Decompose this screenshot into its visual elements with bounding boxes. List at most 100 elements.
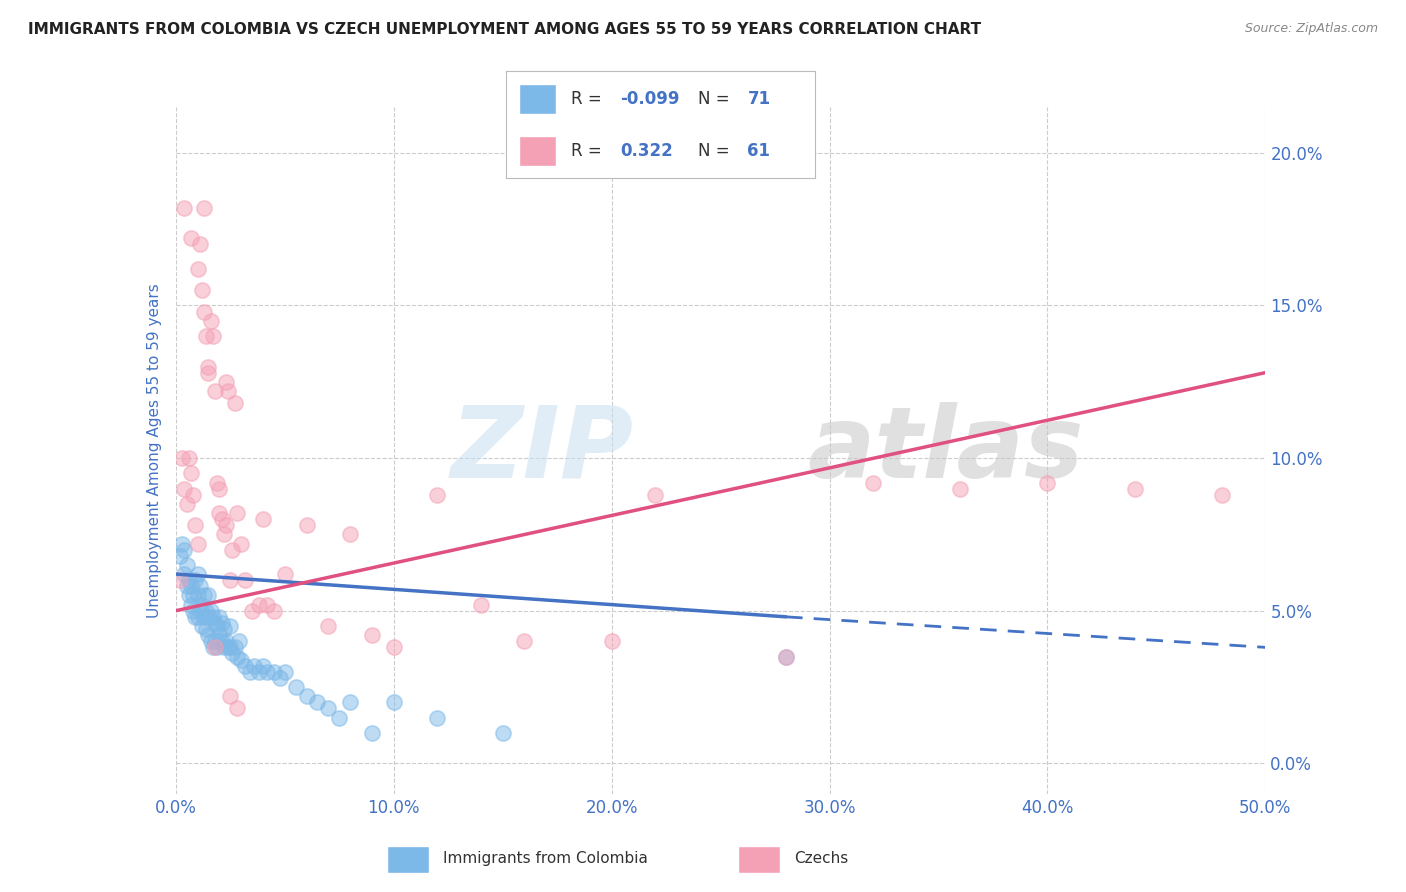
Point (215, 518, 238, 533)
Point (205, 619, 228, 633)
Point (360, 628, 382, 642)
Point (180, 598, 202, 612)
Text: IMMIGRANTS FROM COLOMBIA VS CZECH UNEMPLOYMENT AMONG AGES 55 TO 59 YEARS CORRELA: IMMIGRANTS FROM COLOMBIA VS CZECH UNEMPL… (28, 22, 981, 37)
Text: Immigrants from Colombia: Immigrants from Colombia (443, 851, 648, 866)
Point (176, 558, 198, 572)
Point (201, 329, 224, 343)
Point (775, 649, 797, 664)
Point (205, 640, 228, 655)
Point (204, 615, 226, 630)
Point (263, 604, 285, 618)
Point (284, 680, 307, 694)
Y-axis label: Unemployment Among Ages 55 to 59 years: Unemployment Among Ages 55 to 59 years (146, 283, 162, 618)
Point (318, 619, 340, 633)
Text: R =: R = (571, 142, 607, 160)
Point (215, 634, 238, 648)
Point (318, 701, 340, 715)
Point (224, 396, 246, 410)
Point (274, 567, 297, 582)
Text: atlas: atlas (807, 402, 1084, 499)
Point (263, 665, 285, 679)
Point (195, 329, 218, 343)
Point (211, 512, 233, 526)
Point (426, 488, 449, 502)
Point (239, 665, 262, 679)
Point (169, 549, 191, 563)
Point (176, 497, 198, 511)
Point (177, 573, 200, 587)
Point (219, 640, 242, 655)
Point (181, 604, 204, 618)
Point (211, 634, 233, 648)
Point (600, 634, 623, 648)
Point (360, 726, 382, 740)
Point (201, 610, 224, 624)
Point (382, 640, 405, 655)
Point (208, 610, 231, 624)
Point (172, 536, 194, 550)
Point (172, 451, 194, 466)
Point (307, 695, 329, 709)
Point (949, 482, 972, 496)
Point (247, 598, 270, 612)
Point (1036, 475, 1059, 490)
Text: 61: 61 (748, 142, 770, 160)
Point (197, 589, 219, 603)
Point (235, 573, 257, 587)
Point (186, 536, 209, 550)
Point (274, 665, 297, 679)
Point (201, 640, 224, 655)
Point (212, 527, 235, 541)
Point (382, 695, 405, 709)
Point (295, 689, 318, 703)
FancyBboxPatch shape (519, 136, 555, 166)
FancyBboxPatch shape (738, 847, 780, 873)
Point (215, 375, 238, 389)
Point (186, 567, 209, 582)
Point (197, 610, 219, 624)
Point (1123, 482, 1146, 496)
Point (204, 634, 226, 648)
Point (173, 542, 195, 557)
Point (200, 604, 222, 618)
Point (247, 665, 270, 679)
Point (240, 604, 263, 618)
Point (256, 665, 278, 679)
Point (513, 634, 536, 648)
Point (186, 589, 209, 603)
Point (191, 598, 214, 612)
Point (204, 640, 226, 655)
Point (197, 359, 219, 374)
Point (339, 695, 361, 709)
Point (173, 482, 195, 496)
Point (208, 506, 231, 520)
Point (191, 619, 214, 633)
Point (256, 598, 278, 612)
Point (225, 506, 247, 520)
Point (173, 567, 195, 582)
Point (204, 384, 226, 398)
Point (225, 649, 247, 664)
Point (169, 573, 191, 587)
Point (217, 640, 239, 655)
Point (176, 579, 198, 593)
Point (426, 710, 449, 724)
Point (188, 604, 211, 618)
Text: 0.322: 0.322 (620, 142, 673, 160)
Point (180, 231, 202, 245)
Text: N =: N = (697, 142, 735, 160)
FancyBboxPatch shape (519, 84, 555, 114)
Point (339, 527, 361, 541)
Point (492, 726, 515, 740)
Text: ZIP: ZIP (450, 402, 633, 499)
Point (184, 573, 207, 587)
Text: 71: 71 (748, 90, 770, 108)
Point (644, 488, 666, 502)
Point (219, 573, 242, 587)
Point (186, 261, 209, 276)
Point (225, 701, 247, 715)
Point (200, 314, 222, 328)
Point (328, 710, 350, 724)
Point (205, 475, 228, 490)
Point (173, 201, 195, 215)
